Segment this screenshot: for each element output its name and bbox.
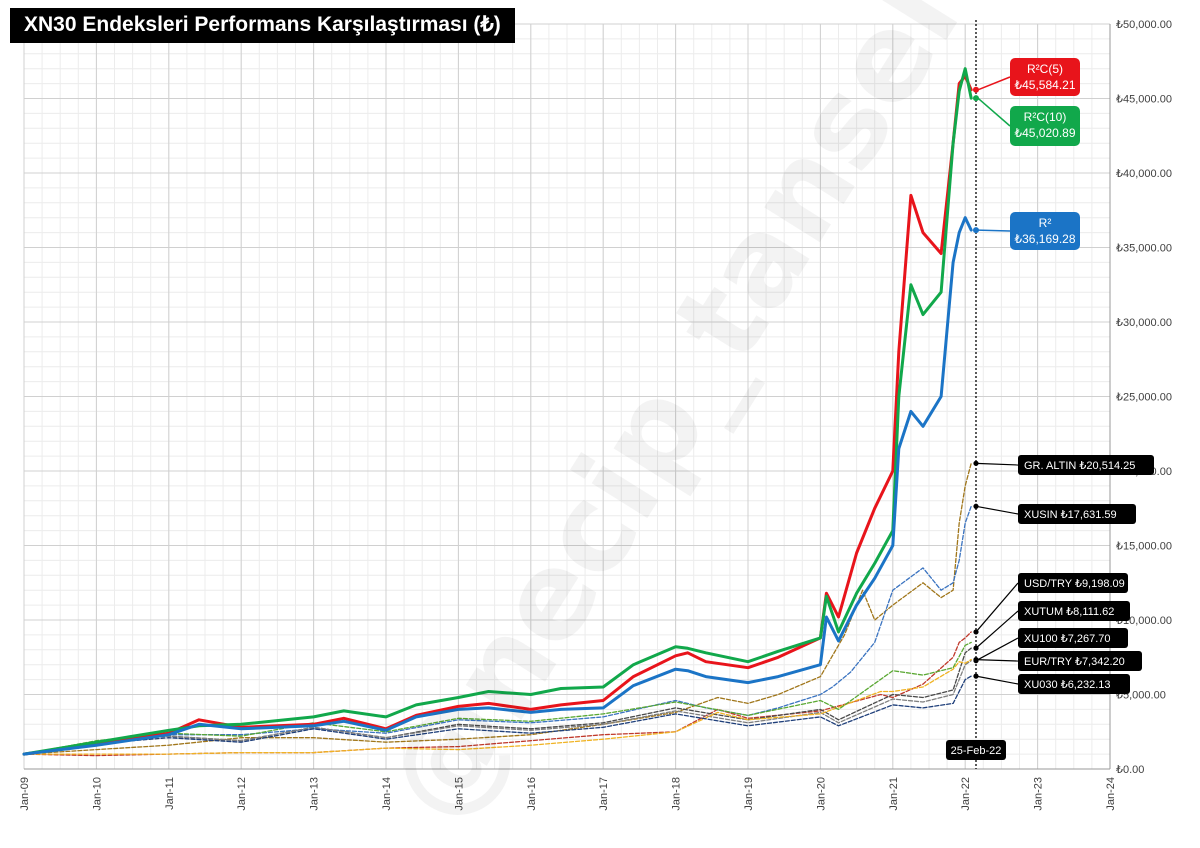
series-line-r-c-5-: [22, 74, 973, 756]
callout-label: GR. ALTIN ₺20,514.25: [1024, 460, 1135, 472]
callout-label: USD/TRY ₺9,198.09: [1024, 578, 1125, 590]
callout-label: XU030 ₺6,232.13: [1024, 679, 1111, 691]
callout-box: [1018, 573, 1128, 593]
callout-connector: [977, 97, 1011, 127]
x-tick-label: Jan-18: [671, 777, 683, 811]
callout-connector: [975, 610, 1019, 649]
series-callout-xu100: XU100 ₺7,267.70: [973, 628, 1128, 664]
x-tick-label: Jan-17: [598, 777, 610, 811]
series-line-xu030: [23, 675, 972, 755]
x-tick-label: Jan-16: [526, 777, 538, 811]
series-callout-r-c-5-: R²C(5) ₺45,584.21: [972, 58, 1080, 96]
callout-box: [1018, 601, 1130, 621]
y-tick-label: ₺45,000.00: [1116, 94, 1172, 106]
callout-label: XUTUM ₺8,111.62: [1024, 606, 1114, 618]
y-tick-label: ₺40,000.00: [1116, 168, 1172, 180]
callout-box: [1018, 674, 1130, 694]
callout-box: [1010, 106, 1080, 146]
marker-date-box: [945, 740, 1006, 760]
x-tick-label: Jan-11: [164, 777, 176, 810]
callout-box: [1018, 504, 1136, 524]
x-tick-label: Jan-12: [236, 777, 248, 811]
callout-point: [972, 95, 979, 102]
callout-series-value: ₺36,169.28: [1014, 232, 1075, 246]
callout-point: [973, 629, 979, 635]
y-tick-label: ₺15,000.00: [1116, 541, 1172, 553]
series-callout-gr-altin: GR. ALTIN ₺20,514.25: [973, 455, 1154, 475]
callout-series-value: ₺45,020.89: [1014, 126, 1075, 140]
x-tick-label: Jan-14: [381, 777, 393, 811]
callout-series-name: R²C(5): [1027, 62, 1063, 76]
callout-connector: [975, 637, 1019, 662]
y-tick-label: ₺35,000.00: [1116, 243, 1172, 255]
chart-title: XN30 Endeksleri Performans Karşılaştırma…: [10, 8, 515, 43]
callout-connector: [977, 76, 1011, 91]
series-callout-r-: R² ₺36,169.28: [972, 212, 1080, 250]
x-tick-label: Jan-20: [815, 777, 827, 811]
callout-point: [973, 657, 979, 663]
x-tick-label: Jan-10: [91, 777, 103, 811]
callout-connector: [975, 505, 1019, 515]
callout-connector: [977, 229, 1011, 232]
major-grid: [23, 23, 1111, 770]
y-tick-label: ₺50,000.00: [1116, 19, 1172, 31]
callout-point: [973, 673, 979, 679]
series-callout-xusin: XUSIN ₺17,631.59: [973, 503, 1136, 524]
series-line-xu100: [23, 660, 972, 755]
marker-date-label: 25-Feb-22: [951, 745, 1002, 757]
series-line-xutum: [23, 647, 972, 755]
series-callout-xutum: XUTUM ₺8,111.62: [973, 601, 1130, 651]
x-tick-label: Jan-21: [888, 777, 900, 811]
y-tick-label: ₺30,000.00: [1116, 317, 1172, 329]
callout-point: [973, 460, 979, 466]
x-tick-label: Jan-09: [19, 777, 31, 811]
series-callout-xu030: XU030 ₺6,232.13: [973, 673, 1130, 694]
callout-connector: [975, 462, 1019, 466]
callout-point: [973, 645, 979, 651]
callout-point: [973, 503, 979, 509]
y-tick-label: ₺0.00: [1116, 764, 1144, 776]
y-tick-label: ₺25,000.00: [1116, 392, 1172, 404]
callout-series-name: R²C(10): [1024, 110, 1067, 124]
callout-series-value: ₺45,584.21: [1014, 78, 1075, 92]
x-tick-label: Jan-19: [743, 777, 755, 811]
callout-box: [1010, 58, 1080, 96]
callout-label: XU100 ₺7,267.70: [1024, 633, 1111, 645]
x-tick-label: Jan-23: [1033, 777, 1045, 811]
series-callout-r-c-10-: R²C(10) ₺45,020.89: [972, 95, 1080, 146]
series-line-r-: [22, 216, 973, 756]
x-tick-label: Jan-13: [309, 777, 321, 811]
series-line-gr-altin: [23, 462, 972, 755]
callout-label: EUR/TRY ₺7,342.20: [1024, 656, 1125, 668]
series-callout-eur-try: EUR/TRY ₺7,342.20: [973, 651, 1142, 671]
series-line-eur-try: [23, 658, 972, 755]
x-tick-label: Jan-24: [1105, 777, 1117, 811]
callout-box: [1018, 628, 1128, 648]
callout-point: [972, 227, 979, 234]
callout-box: [1018, 455, 1154, 475]
x-tick-label: Jan-15: [453, 777, 465, 811]
callout-box: [1010, 212, 1080, 250]
series-line--unlabeled-green-: [23, 641, 972, 755]
callout-connector: [975, 582, 1019, 633]
callout-point: [972, 86, 979, 93]
callout-connector: [975, 675, 1019, 685]
callout-connector: [975, 659, 1019, 662]
x-tick-label: Jan-22: [960, 777, 972, 811]
series-callout-usd-try: USD/TRY ₺9,198.09: [973, 573, 1128, 635]
callout-label: XUSIN ₺17,631.59: [1024, 509, 1117, 521]
callout-series-name: R²: [1039, 216, 1052, 230]
series-line-r-c-10-: [22, 67, 973, 756]
callout-box: [1018, 651, 1142, 671]
